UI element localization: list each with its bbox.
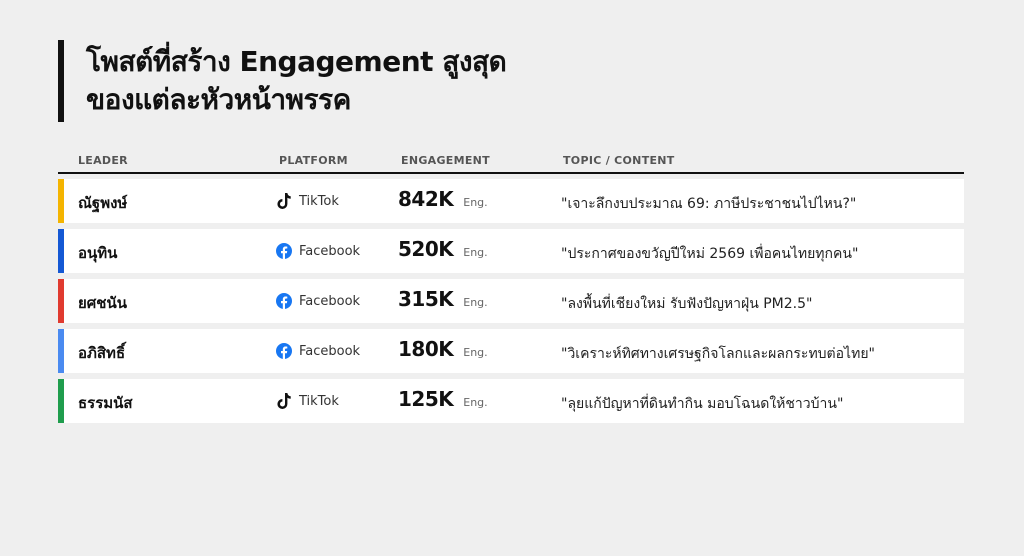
leader-name: ธรรมนัส: [78, 394, 133, 412]
platform-cell: TikTok: [276, 193, 339, 209]
engagement-value: 315K: [398, 287, 454, 311]
platform-label: Facebook: [299, 243, 361, 259]
table-body: ณัฐพงษ์ TikTok 842K Eng. "เจาะลึกงบประมา…: [58, 179, 964, 423]
leader-name: อนุทิน: [78, 244, 118, 262]
leader-name: ณัฐพงษ์: [78, 194, 128, 212]
table-row-2: อนุทิน Facebook 520K Eng. "ประกาศของขวัญ…: [58, 229, 964, 273]
topic-text: "ลงพื้นที่เชียงใหม่ รับฟังปัญหาฝุ่น PM2.…: [561, 296, 813, 312]
party-color-bar: [58, 379, 64, 423]
facebook-icon: [276, 293, 292, 309]
column-header-engagement: ENGAGEMENT: [401, 154, 490, 167]
facebook-icon: [276, 343, 292, 359]
engagement-cell: 125K Eng.: [398, 387, 488, 411]
engagement-table: LEADER PLATFORM ENGAGEMENT TOPIC / CONTE…: [58, 150, 964, 429]
column-header-topic: TOPIC / CONTENT: [563, 154, 675, 167]
topic-text: "ลุยแก้ปัญหาที่ดินทำกิน มอบโฉนดให้ชาวบ้า…: [561, 396, 844, 412]
engagement-unit: Eng.: [463, 296, 488, 309]
party-color-bar: [58, 229, 64, 273]
platform-cell: Facebook: [276, 293, 360, 309]
party-color-bar: [58, 179, 64, 223]
engagement-cell: 520K Eng.: [398, 237, 488, 261]
tiktok-icon: [276, 193, 292, 209]
platform-label: Facebook: [299, 343, 361, 359]
platform-label: TikTok: [299, 193, 339, 209]
table-row-5: ธรรมนัส TikTok 125K Eng. "ลุยแก้ปัญหาที่…: [58, 379, 964, 423]
table-row-1: ณัฐพงษ์ TikTok 842K Eng. "เจาะลึกงบประมา…: [58, 179, 964, 223]
platform-cell: TikTok: [276, 393, 339, 409]
page-title-line-2: ของแต่ละหัวหน้าพรรค: [86, 83, 351, 116]
engagement-unit: Eng.: [463, 396, 488, 409]
engagement-value: 125K: [398, 387, 454, 411]
platform-cell: Facebook: [276, 243, 360, 259]
table-row-4: อภิสิทธิ์ Facebook 180K Eng. "วิเคราะห์ท…: [58, 329, 964, 373]
platform-label: Facebook: [299, 293, 361, 309]
topic-text: "เจาะลึกงบประมาณ 69: ภาษีประชาชนไปไหน?": [561, 196, 857, 212]
engagement-unit: Eng.: [463, 246, 488, 259]
engagement-value: 842K: [398, 187, 454, 211]
page-title-line-1: โพสต์ที่สร้าง Engagement สูงสุด: [86, 45, 507, 78]
party-color-bar: [58, 329, 64, 373]
engagement-cell: 315K Eng.: [398, 287, 488, 311]
tiktok-icon: [276, 393, 292, 409]
facebook-icon: [276, 243, 292, 259]
topic-text: "วิเคราะห์ทิศทางเศรษฐกิจโลกและผลกระทบต่อ…: [561, 346, 875, 362]
party-color-bar: [58, 279, 64, 323]
engagement-value: 180K: [398, 337, 454, 361]
column-header-platform: PLATFORM: [279, 154, 348, 167]
title-block: โพสต์ที่สร้าง Engagement สูงสุด ของแต่ละ…: [58, 40, 507, 122]
table-header: LEADER PLATFORM ENGAGEMENT TOPIC / CONTE…: [58, 150, 964, 174]
engagement-value: 520K: [398, 237, 454, 261]
engagement-cell: 842K Eng.: [398, 187, 488, 211]
column-header-leader: LEADER: [78, 154, 128, 167]
table-row-3: ยศชนัน Facebook 315K Eng. "ลงพื้นที่เชีย…: [58, 279, 964, 323]
topic-text: "ประกาศของขวัญปีใหม่ 2569 เพื่อคนไทยทุกค…: [561, 246, 859, 262]
platform-cell: Facebook: [276, 343, 360, 359]
leader-name: ยศชนัน: [78, 294, 127, 312]
leader-name: อภิสิทธิ์: [78, 344, 126, 362]
engagement-unit: Eng.: [463, 196, 488, 209]
engagement-cell: 180K Eng.: [398, 337, 488, 361]
engagement-unit: Eng.: [463, 346, 488, 359]
platform-label: TikTok: [299, 393, 339, 409]
